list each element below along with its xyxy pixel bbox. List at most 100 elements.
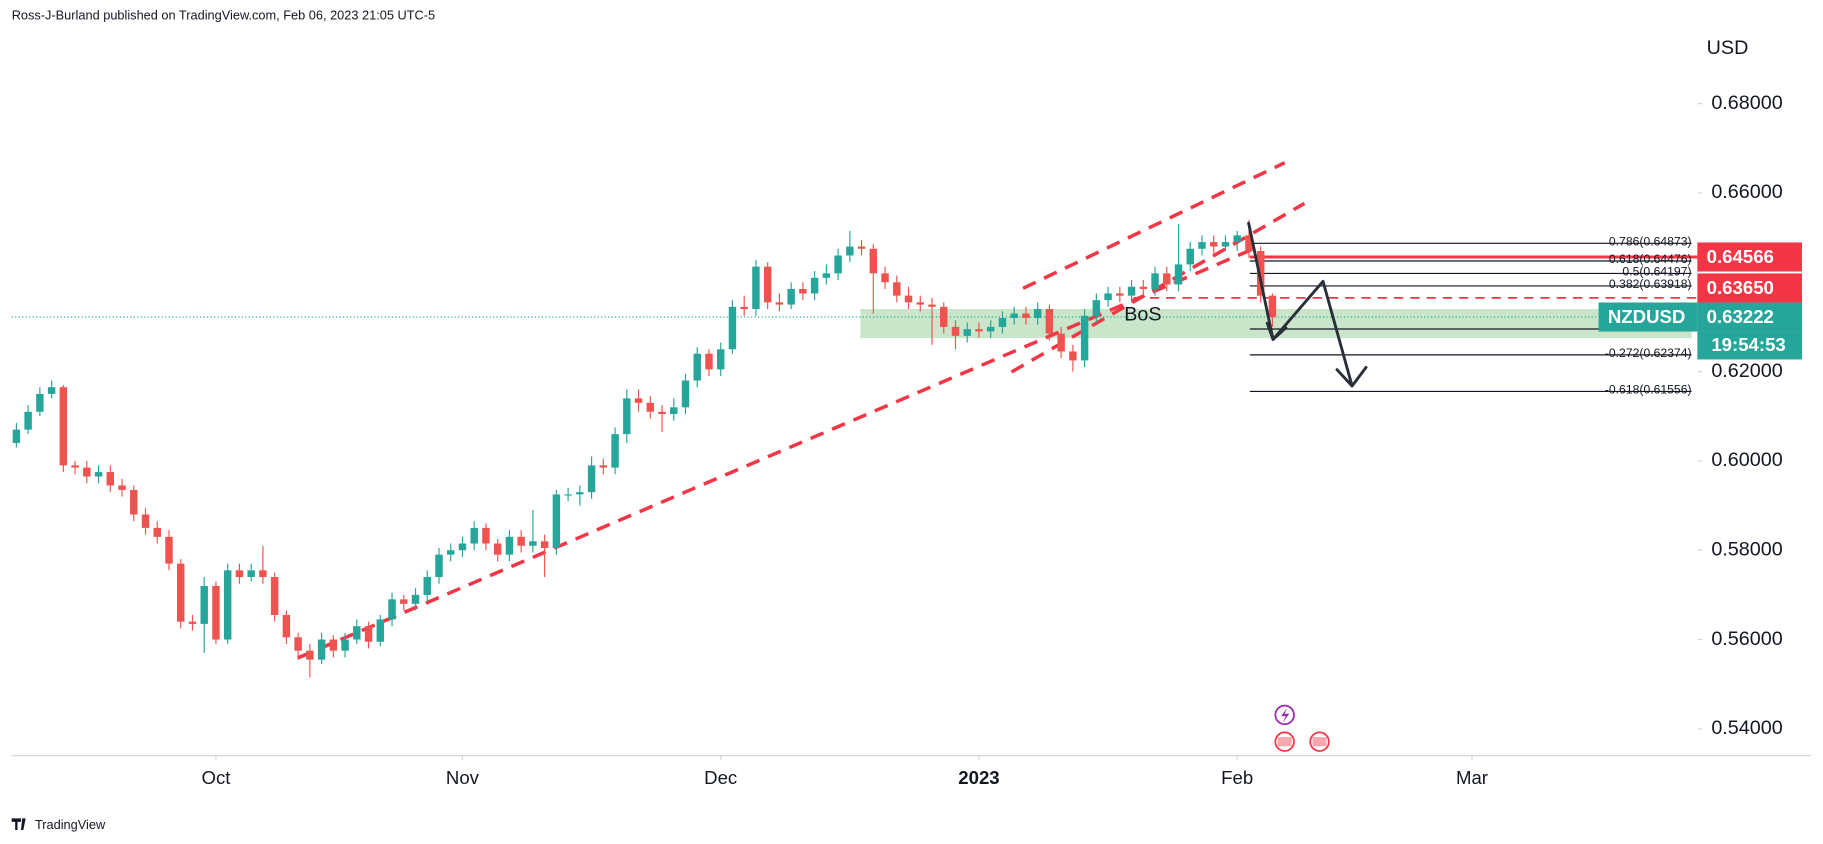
candle-body bbox=[728, 306, 737, 350]
y-tick-label: 0.68000 bbox=[1711, 92, 1782, 114]
candle-body bbox=[716, 349, 725, 370]
candle-body bbox=[376, 619, 385, 642]
fib-label: 0.382(0.63918) bbox=[1609, 277, 1692, 291]
candle-body bbox=[916, 302, 924, 305]
candle-body bbox=[364, 626, 373, 642]
price-tag-box bbox=[1697, 242, 1803, 272]
candle-body bbox=[928, 304, 936, 307]
y-tick-label: 0.60000 bbox=[1711, 449, 1782, 471]
candle-body bbox=[634, 398, 643, 403]
candle-body bbox=[353, 626, 361, 640]
candle-body bbox=[400, 599, 408, 604]
price-tag-box bbox=[1697, 273, 1803, 303]
candle-body bbox=[1057, 333, 1065, 352]
candle-body bbox=[529, 541, 537, 546]
candle-body bbox=[623, 398, 631, 435]
candle-body bbox=[763, 266, 772, 303]
plot bbox=[11, 219, 1698, 678]
candle-body bbox=[670, 407, 678, 415]
candle-body bbox=[1245, 235, 1253, 252]
fib-label: 0.5(0.64197) bbox=[1622, 265, 1691, 279]
candle-body bbox=[940, 306, 948, 327]
candle-body bbox=[787, 288, 795, 305]
candle-body bbox=[1233, 235, 1241, 243]
candle-body bbox=[1256, 251, 1265, 296]
trend-line bbox=[1022, 161, 1286, 290]
last-price-tag-box bbox=[1697, 302, 1803, 332]
candle-body bbox=[1221, 242, 1230, 247]
candle-body bbox=[1069, 351, 1077, 361]
candle-body bbox=[1163, 273, 1171, 285]
candle-body bbox=[12, 429, 21, 444]
candle-body bbox=[517, 536, 525, 546]
logo-mark bbox=[11, 818, 26, 831]
fib-label: 0.786(0.64873) bbox=[1609, 234, 1692, 248]
candle-body bbox=[998, 317, 1007, 327]
candle-body bbox=[270, 577, 279, 615]
x-tick-label: Feb bbox=[1221, 767, 1253, 788]
candle-body bbox=[458, 543, 467, 551]
candle-body bbox=[1139, 286, 1148, 289]
candle-body bbox=[1092, 300, 1101, 316]
projection-arrow bbox=[1247, 221, 1368, 388]
candle-body bbox=[435, 554, 443, 578]
candle-body bbox=[576, 492, 584, 495]
candle-body bbox=[47, 387, 56, 394]
candle-body bbox=[306, 650, 314, 660]
fib-label: -0.272(0.62374) bbox=[1605, 346, 1692, 360]
candle-body bbox=[153, 527, 161, 537]
candle-body bbox=[1045, 309, 1054, 334]
arrow-head bbox=[1265, 321, 1288, 341]
candle-body bbox=[740, 306, 748, 310]
candle-body bbox=[118, 485, 126, 490]
candle-body bbox=[329, 639, 338, 651]
arrow-head bbox=[1335, 365, 1368, 388]
event-icon-glyph bbox=[1312, 737, 1327, 747]
currency-label: USD bbox=[1707, 37, 1749, 59]
candle-body bbox=[1104, 293, 1112, 301]
candle-body bbox=[141, 514, 150, 528]
fib-label: 0.618(0.64476) bbox=[1609, 252, 1692, 266]
candle-body bbox=[646, 402, 655, 412]
x-tick-label: 2023 bbox=[958, 767, 999, 788]
candle-body bbox=[822, 273, 831, 278]
candle-body bbox=[963, 329, 971, 336]
candle-body bbox=[975, 329, 983, 332]
candle-body bbox=[1010, 313, 1018, 318]
annotation: BoS bbox=[1124, 303, 1161, 325]
logo-text: TradingView bbox=[35, 817, 106, 832]
candle-body bbox=[447, 550, 455, 555]
candle-body bbox=[834, 255, 842, 274]
candle-body bbox=[810, 277, 819, 294]
candle-body bbox=[658, 411, 666, 415]
candle-body bbox=[893, 282, 901, 296]
candle-body bbox=[177, 563, 185, 622]
candle-body bbox=[188, 621, 197, 624]
candle-body bbox=[282, 614, 291, 638]
candle-body bbox=[106, 472, 115, 486]
candle-body bbox=[1268, 295, 1277, 318]
candle-body bbox=[470, 527, 478, 544]
candle-body bbox=[200, 585, 208, 624]
candle-body bbox=[881, 273, 889, 283]
candle-body bbox=[493, 543, 502, 555]
candle-body bbox=[1033, 309, 1042, 318]
candle-body bbox=[341, 639, 349, 651]
arrow-path bbox=[1247, 221, 1354, 388]
trend-lines bbox=[296, 161, 1306, 660]
candle-body bbox=[294, 637, 302, 651]
candle-body bbox=[986, 326, 995, 332]
event-icon-glyph bbox=[1277, 737, 1292, 747]
candle-body bbox=[223, 570, 232, 640]
y-tick-label: 0.56000 bbox=[1711, 628, 1782, 650]
candle-body bbox=[705, 353, 713, 370]
candle-body bbox=[235, 570, 244, 578]
candle-body bbox=[846, 246, 854, 256]
candle-body bbox=[1198, 242, 1206, 249]
candle-body bbox=[482, 527, 490, 544]
symbol-tag: NZDUSD bbox=[1608, 306, 1685, 327]
event-icon-glyph bbox=[1281, 707, 1290, 724]
candle-body bbox=[317, 639, 326, 660]
candle-body bbox=[1116, 293, 1124, 296]
